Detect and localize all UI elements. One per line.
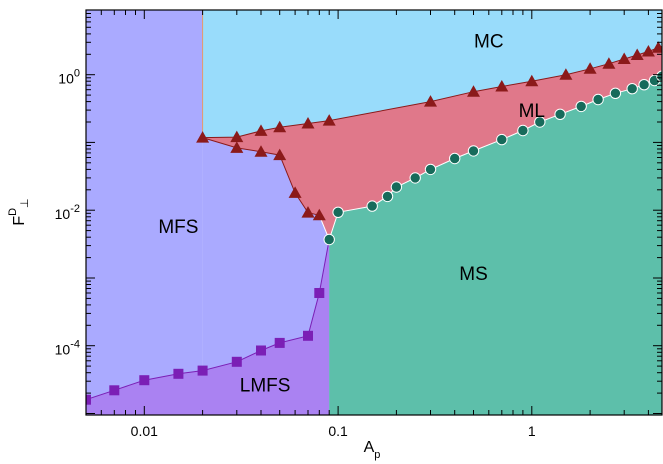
circle-marker <box>496 133 508 146</box>
triangle-marker <box>230 141 244 153</box>
circle-marker <box>409 172 421 184</box>
x-tick-label: 0.01 <box>131 423 158 439</box>
triangle-marker <box>230 130 244 143</box>
circle-marker <box>638 79 650 91</box>
y-axis-label-sub: ⊥ <box>19 198 31 208</box>
y-tick-base: 10 <box>55 342 71 358</box>
circle-marker <box>332 206 344 219</box>
square-marker <box>256 345 266 356</box>
y-axis-label: FD⊥ <box>7 198 31 225</box>
square-marker <box>274 337 285 348</box>
triangle-marker <box>301 117 315 129</box>
triangle-marker <box>312 208 326 221</box>
circle-marker <box>592 93 604 106</box>
y-tick-base: 10 <box>55 206 71 222</box>
triangle-marker <box>273 148 287 161</box>
triangle-marker <box>254 145 268 157</box>
y-tick-labels: 100 10-2 10-4 <box>55 68 80 358</box>
region-lmfs <box>86 239 330 415</box>
y-axis-label-sup: D <box>7 208 19 216</box>
y-tick-base: 10 <box>58 71 74 87</box>
triangle-marker <box>651 41 662 53</box>
square-marker <box>109 385 120 396</box>
y-tick-exponent: 0 <box>74 68 80 80</box>
y-tick-exponent: -2 <box>70 203 80 215</box>
square-marker <box>139 375 150 386</box>
plot-frame <box>85 9 663 416</box>
x-tick-label: 0.1 <box>328 423 348 439</box>
triangle-marker <box>559 68 573 80</box>
triangle-marker <box>301 206 315 218</box>
region-mc <box>202 10 662 138</box>
triangle-marker <box>495 80 509 92</box>
square-marker <box>197 365 208 376</box>
region-ml <box>202 46 662 240</box>
circle-marker <box>449 152 461 165</box>
region-label-mfs: MFS <box>158 217 198 238</box>
square-marker <box>86 394 91 405</box>
triangle-marker <box>525 74 539 87</box>
triangle-marker <box>641 45 655 57</box>
circle-marker <box>534 116 546 128</box>
region-label-ml: ML <box>519 101 545 122</box>
region-labels: MC ML MFS MS LMFS <box>158 31 545 396</box>
y-tick-label: 10-4 <box>55 339 80 358</box>
circle-marker <box>517 124 529 137</box>
region-mfs <box>86 10 203 415</box>
circle-marker <box>366 200 378 212</box>
circle-marker <box>467 145 480 157</box>
x-tick-labels: 0.01 0.1 1 <box>131 423 536 439</box>
circle-marker <box>424 163 437 176</box>
triangle-marker <box>196 131 210 143</box>
x-axis-label-sub: p <box>374 449 380 461</box>
x-axis-label-main: A <box>364 439 375 456</box>
region-ms <box>329 76 662 415</box>
y-tick-label: 10-2 <box>55 203 80 222</box>
triangle-marker <box>467 85 480 97</box>
axis-ticks <box>85 9 662 415</box>
x-tick-label: 1 <box>528 423 536 439</box>
triangle-marker <box>273 120 287 133</box>
square-marker <box>314 288 325 298</box>
square-marker <box>173 368 184 379</box>
circle-marker <box>381 190 394 203</box>
x-axis-label: Ap <box>364 439 381 461</box>
triangle-marker <box>288 186 302 198</box>
triangle-marker <box>424 95 437 107</box>
triangle-marker <box>583 62 597 74</box>
y-tick-exponent: -4 <box>70 339 80 351</box>
y-axis-label-main: F <box>11 216 28 226</box>
circle-marker <box>554 108 566 121</box>
region-label-mc: MC <box>474 31 504 52</box>
triangle-marker <box>322 114 336 126</box>
y-tick-label: 100 <box>58 68 80 87</box>
triangle-marker <box>617 52 631 64</box>
circle-marker <box>390 181 403 193</box>
square-marker <box>231 356 242 367</box>
region-label-lmfs: LMFS <box>240 376 291 397</box>
circle-marker <box>323 233 335 246</box>
region-label-ms: MS <box>459 264 488 285</box>
data-markers <box>86 41 662 405</box>
circle-marker <box>609 87 622 100</box>
triangle-marker <box>602 57 616 69</box>
square-marker <box>303 330 313 341</box>
circle-marker <box>626 83 638 95</box>
triangle-marker <box>630 48 644 60</box>
triangle-marker <box>254 124 268 136</box>
phase-regions <box>86 10 662 415</box>
circle-marker <box>575 100 587 113</box>
